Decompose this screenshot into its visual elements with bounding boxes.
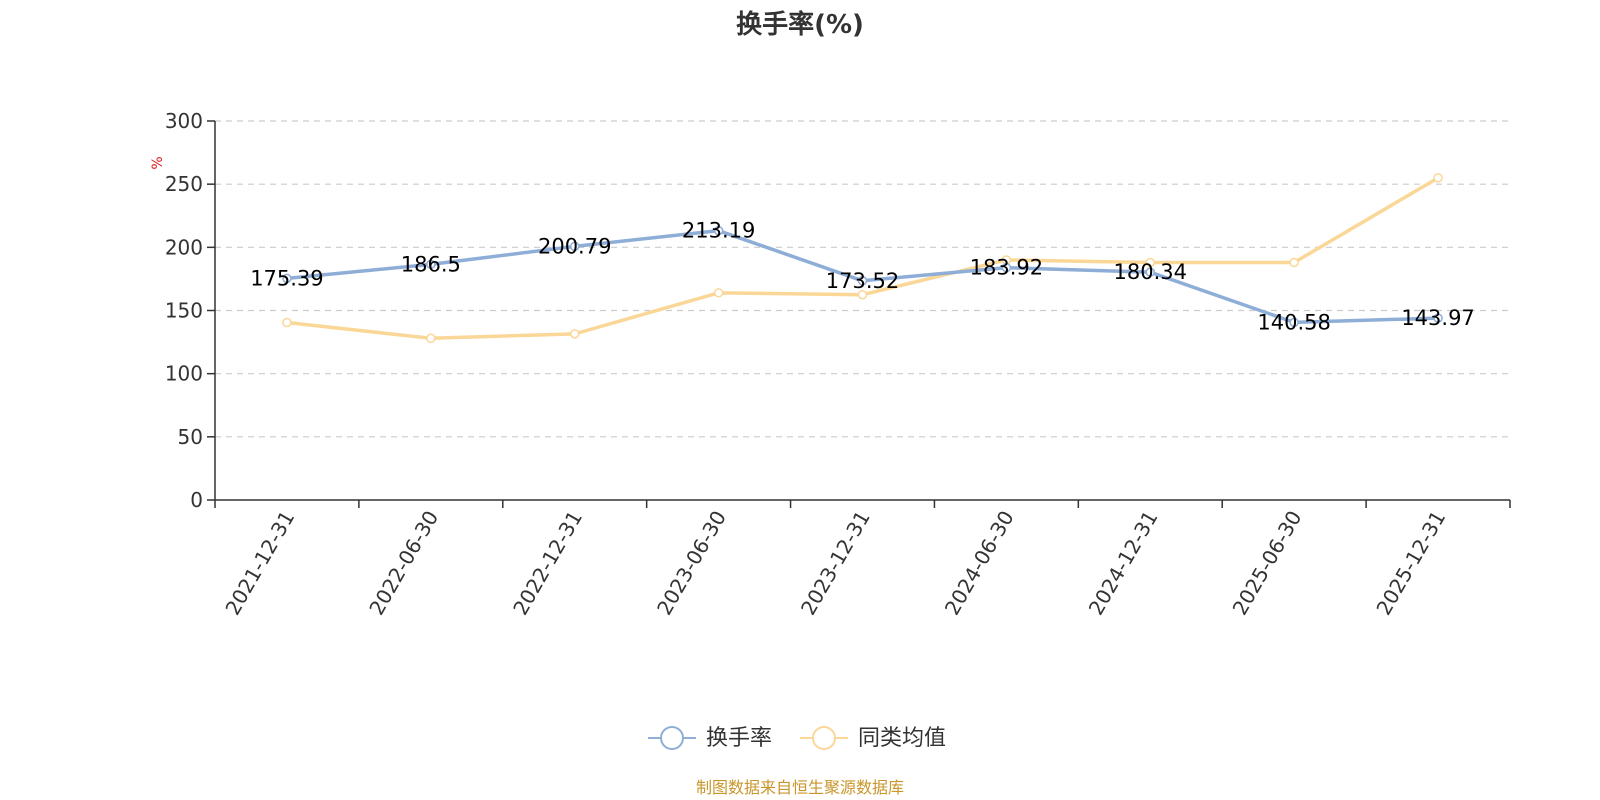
- data-point: [426, 333, 436, 344]
- data-point: [1289, 317, 1299, 328]
- legend-marker-peer-average: [812, 726, 836, 750]
- data-point: [282, 317, 292, 328]
- data-source-note: 制图数据来自恒生聚源数据库: [696, 778, 904, 797]
- data-point: [1433, 313, 1443, 323]
- data-point: [1145, 267, 1156, 277]
- data-label-layer: 175.39 186.5 200.79 213.19 173.52 183.92 180.3…: [250, 219, 1475, 335]
- data-point: [1433, 173, 1443, 183]
- data-label: 173.52: [826, 269, 899, 293]
- legend: 换手率 同类均值: [648, 726, 946, 751]
- data-point: [1289, 257, 1299, 268]
- data-label: 180.34: [1114, 260, 1187, 284]
- axis-layer: 0 50 100 150 200 250 300 2021-12-31 2022-06-30 20…: [165, 109, 1511, 620]
- x-tick-label: 2024-12-31: [1084, 507, 1163, 620]
- data-label: 175.39: [250, 266, 323, 290]
- data-point: [1001, 262, 1012, 273]
- y-tick-label: 200: [165, 235, 203, 259]
- chart-title: 换手率(%): [736, 9, 864, 40]
- data-point: [569, 241, 580, 252]
- y-tick-label: 150: [165, 299, 203, 323]
- x-tick-label: 2023-12-31: [796, 507, 875, 620]
- data-point: [713, 288, 724, 298]
- y-tick-label: 100: [165, 362, 203, 386]
- legend-item-turnover[interactable]: 换手率: [648, 726, 772, 751]
- data-label: 200.79: [538, 234, 611, 258]
- legend-item-peer-average[interactable]: 同类均值: [800, 726, 946, 751]
- y-axis-unit: %: [150, 156, 166, 169]
- data-point: [857, 276, 868, 286]
- data-label: 140.58: [1257, 310, 1330, 334]
- x-tick-label: 2024-06-30: [940, 507, 1019, 620]
- x-tick-label: 2022-06-30: [364, 507, 443, 620]
- y-tick-label: 0: [190, 488, 203, 512]
- data-point: [426, 259, 436, 270]
- series-layer: [282, 173, 1443, 344]
- data-point: [857, 289, 868, 300]
- x-tick-label: 2021-12-31: [220, 507, 299, 620]
- x-tick-label: 2025-06-30: [1228, 507, 1307, 620]
- data-point: [713, 225, 724, 236]
- x-tick-label: 2023-06-30: [652, 507, 731, 620]
- y-tick-label: 300: [165, 109, 203, 133]
- data-point: [282, 273, 292, 284]
- grid-layer: [215, 120, 1510, 438]
- x-tick-label: 2022-12-31: [508, 507, 587, 620]
- legend-marker-turnover: [660, 726, 684, 750]
- data-label: 143.97: [1401, 306, 1474, 330]
- legend-label-turnover: 换手率: [706, 726, 772, 751]
- data-point: [569, 329, 580, 339]
- x-tick-label: 2025-12-31: [1371, 507, 1450, 620]
- data-label: 213.19: [682, 219, 755, 243]
- data-label: 186.5: [401, 252, 461, 276]
- data-point: [1145, 257, 1156, 268]
- legend-label-peer-average: 同类均值: [858, 726, 946, 751]
- data-label: 183.92: [970, 256, 1043, 280]
- y-tick-label: 250: [165, 172, 203, 196]
- y-tick-label: 50: [178, 425, 203, 449]
